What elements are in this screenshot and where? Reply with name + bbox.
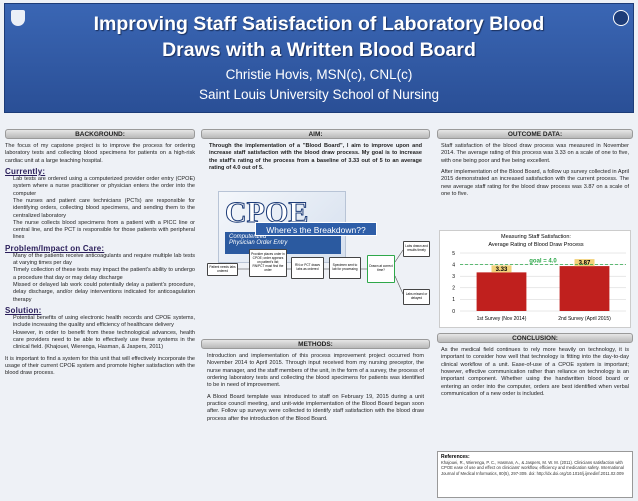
list-item: Lab tests are ordered using a computeriz… <box>13 176 195 198</box>
school: Saint Louis University School of Nursing <box>198 87 440 102</box>
list: Potential benefits of using electronic h… <box>5 315 195 352</box>
title: Draws with a Written Blood Board <box>162 39 476 61</box>
caption-line: Physician Order Entry <box>229 240 288 246</box>
chart: Measuring Staff Satisfaction: Average Ra… <box>439 230 631 328</box>
paragraph: Staff satisfaction of the blood draw pro… <box>441 143 629 164</box>
logo-left <box>11 10 25 26</box>
caption-line: Computerized <box>229 234 267 240</box>
paragraph: Through the implementation of a "Blood B… <box>209 143 422 171</box>
subheading: Problem/Impact on Care: <box>5 243 105 253</box>
bar <box>476 272 527 311</box>
y-tick-label: 2 <box>452 286 455 292</box>
data-label: 3.33 <box>496 267 508 273</box>
paragraph: A Blood Board template was introduced to… <box>207 393 424 422</box>
subheading: Currently: <box>5 166 46 176</box>
flowchart-arrows <box>238 249 404 295</box>
title: Improving Staff Satisfaction of Laborato… <box>93 13 545 35</box>
references-heading: References: <box>441 454 470 460</box>
paragraph: Introduction and implementation of this … <box>207 353 424 389</box>
list-item: However, in order to benefit from these … <box>13 330 195 352</box>
image-caption: Computerized Physician Order Entry <box>225 232 341 254</box>
right-column: OUTCOME DATA: Staff satisfaction of the … <box>437 129 633 499</box>
flow-node: Patient needs labs ordered <box>207 263 238 276</box>
section-heading: OUTCOME DATA: <box>437 129 633 139</box>
references: References: Khajouei, R., Wierenga, P. C… <box>437 451 633 498</box>
y-tick-label: 4 <box>452 262 455 268</box>
list-item: Missed or delayed lab work could potenti… <box>13 282 195 304</box>
list-item: The nurses and patient care technicians … <box>13 198 195 220</box>
list-item: Many of the patients receive anticoagula… <box>13 253 195 268</box>
annotation: goal = 4.0 <box>529 259 557 265</box>
flowchart-title: Where's the Breakdown?? <box>255 222 377 236</box>
paragraph: After implementation of the Blood Board,… <box>441 168 629 197</box>
logo-right <box>613 10 629 26</box>
section-heading: BACKGROUND: <box>5 129 195 139</box>
paragraph: As the medical field continues to rely m… <box>441 347 629 397</box>
y-tick-label: 1 <box>452 297 455 303</box>
middle-column: AIM: Through the implementation of a "Bl… <box>201 129 430 499</box>
paragraph: It is important to find a system for thi… <box>5 355 195 377</box>
header: Improving Staff Satisfaction of Laborato… <box>4 3 634 113</box>
author: Christie Hovis, MSN(c), CNL(c) <box>225 67 413 82</box>
x-tick-label: 1st Survey (Nov 2014) <box>477 316 527 322</box>
list: Many of the patients receive anticoagula… <box>5 253 195 304</box>
list: Lab tests are ordered using a computeriz… <box>5 176 195 242</box>
section-heading: CONCLUSION: <box>437 333 633 343</box>
chart-subtitle: Average Rating of Blood Draw Process <box>488 242 584 248</box>
data-label-box <box>491 265 512 273</box>
subheading: Solution: <box>5 305 42 315</box>
chart-title: Measuring Staff Satisfaction: <box>501 234 571 240</box>
paragraph: The focus of my capstone project is to i… <box>5 143 195 164</box>
methods-text: Introduction and implementation of this … <box>207 353 424 423</box>
reference: Khajouei, R., Wierenga, P. C., Hasman, A… <box>441 460 624 476</box>
left-column: BACKGROUND: The focus of my capstone pro… <box>5 129 195 499</box>
y-tick-label: 0 <box>452 309 455 315</box>
flow-node: Specimen sent to lab for processing <box>329 257 361 279</box>
flow-node: RN or PCT draws labs as ordered <box>291 257 324 279</box>
section-heading: METHODS: <box>201 339 430 349</box>
flow-node: Labs drawn and results timely <box>403 241 430 257</box>
y-tick-label: 5 <box>452 251 455 257</box>
y-tick-label: 3 <box>452 274 455 280</box>
flow-node: Provider places order in CPOE; order app… <box>249 249 287 277</box>
section-heading: AIM: <box>201 129 430 139</box>
x-tick-label: 2nd Survey (April 2015) <box>558 316 611 322</box>
data-label-box <box>574 259 595 267</box>
flow-node: Labs missed or delayed <box>403 289 430 305</box>
list-item: Timely collection of these tests may imp… <box>13 267 195 282</box>
bar <box>559 266 610 311</box>
list-item: The nurse collects blood specimens from … <box>13 220 195 242</box>
list-item: Potential benefits of using electronic h… <box>13 315 195 330</box>
data-label: 3.87 <box>579 261 591 267</box>
flow-decision: Drawn at correct time? <box>367 255 395 283</box>
